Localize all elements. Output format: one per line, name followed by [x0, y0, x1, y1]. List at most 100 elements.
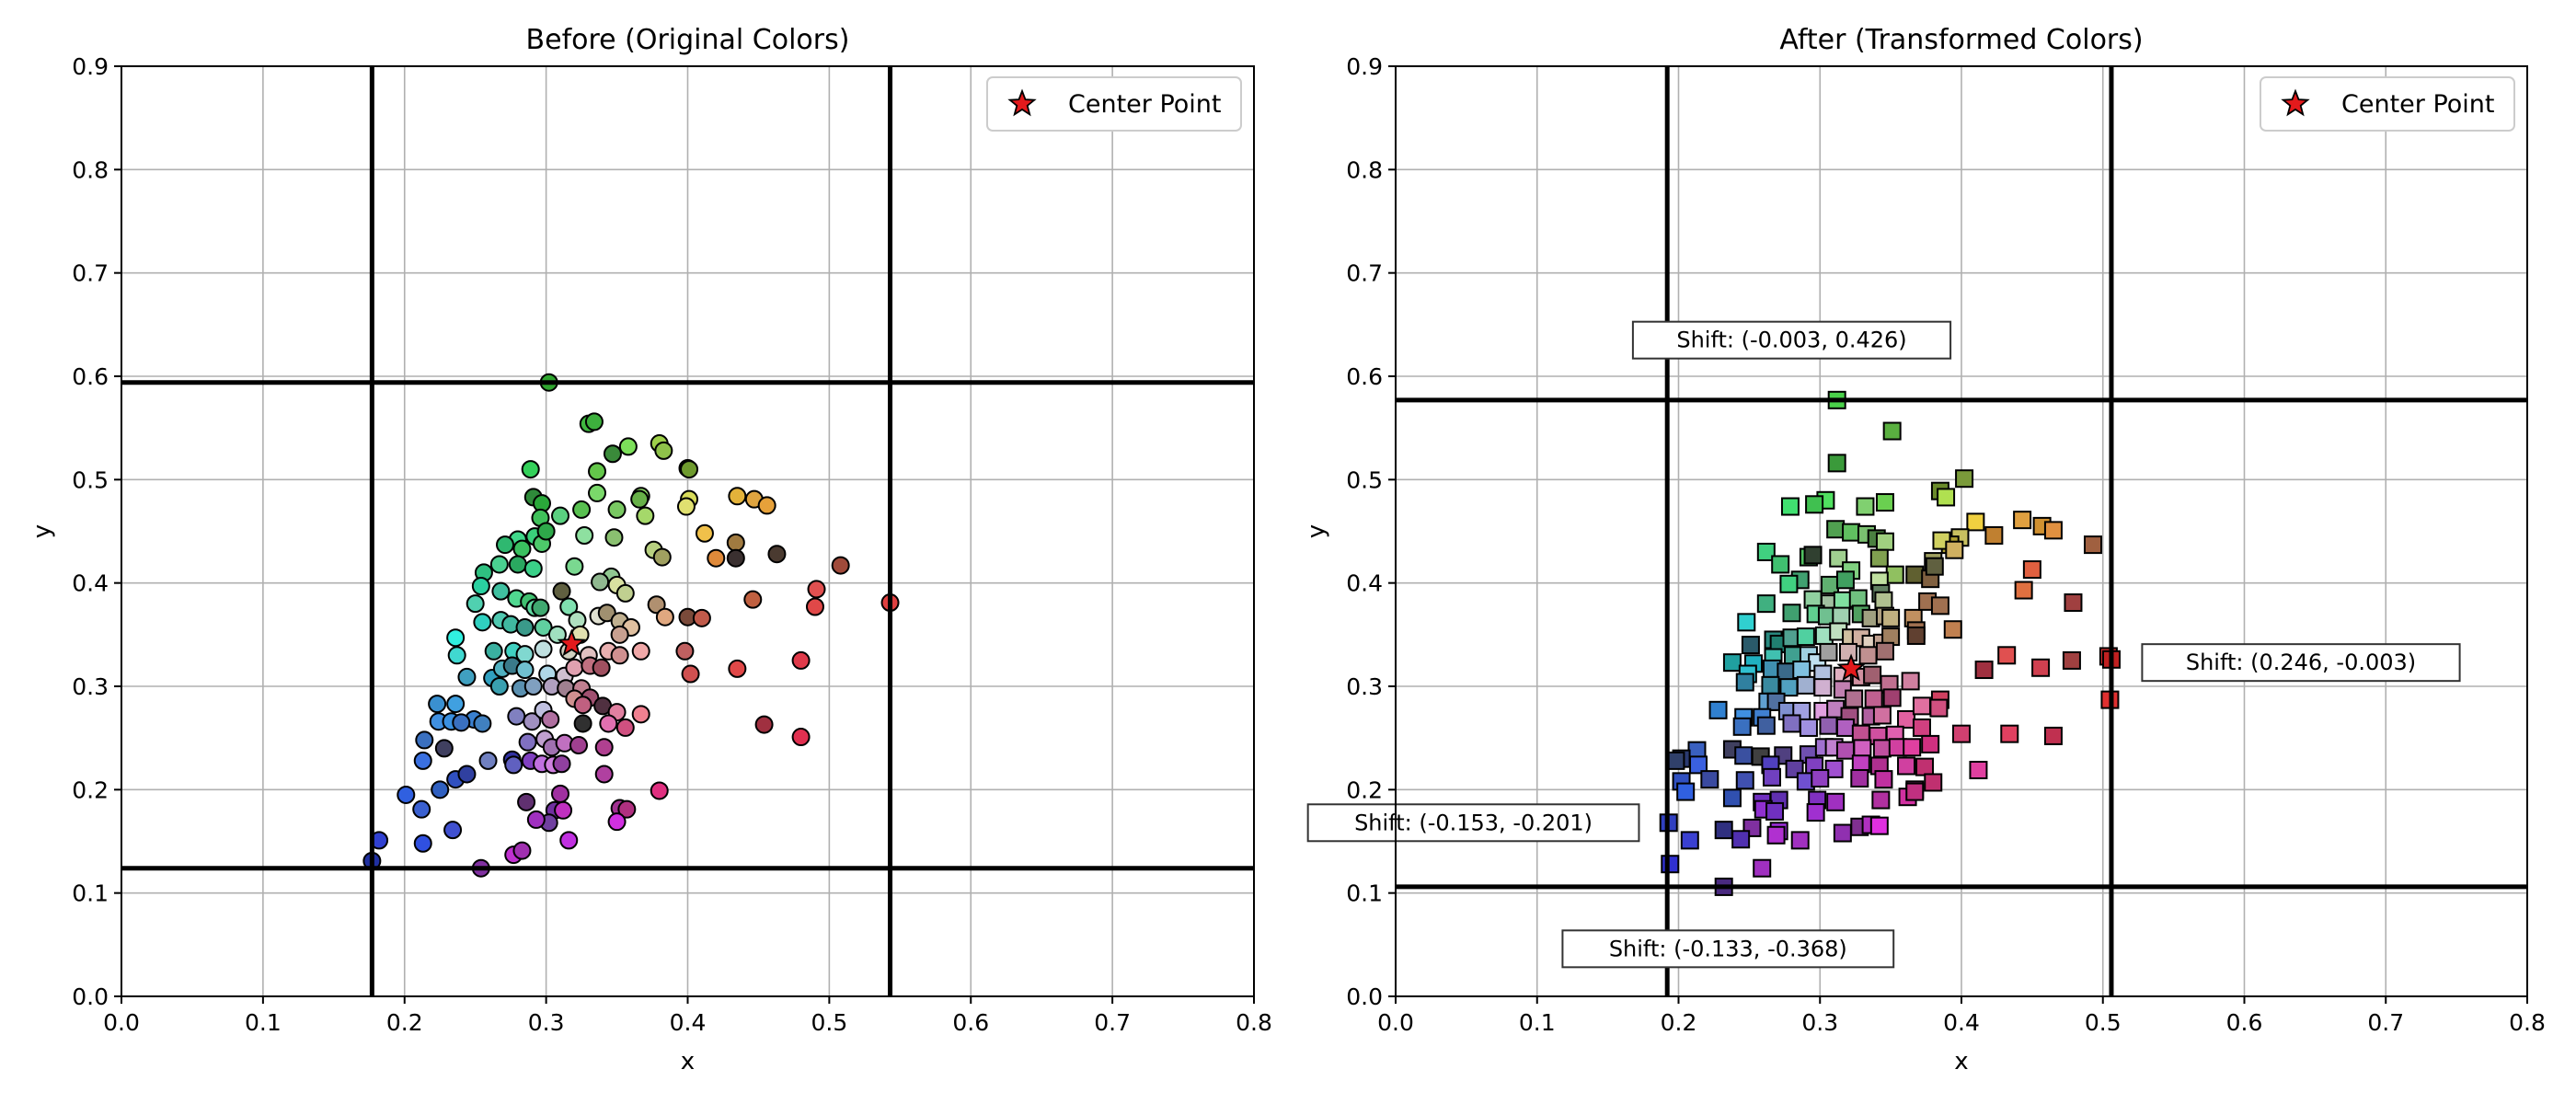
data-point: [466, 594, 485, 614]
data-point: [1903, 738, 1922, 757]
data-point: [1984, 525, 2004, 545]
data-point: [1735, 771, 1754, 790]
data-point: [1835, 570, 1855, 590]
data-point: [1875, 493, 1894, 512]
x-tick-label: 0.2: [386, 1009, 423, 1036]
data-point: [607, 812, 627, 832]
x-tick-label: 0.4: [670, 1009, 707, 1036]
data-point: [523, 558, 543, 578]
data-point: [1969, 760, 1988, 779]
data-point: [531, 598, 550, 617]
data-point: [2083, 535, 2102, 555]
data-point: [1937, 488, 1956, 507]
data-point: [618, 437, 638, 456]
data-point: [1872, 739, 1892, 758]
data-point: [630, 489, 650, 509]
data-point: [1869, 816, 1889, 835]
data-point: [1906, 626, 1926, 645]
shift-annotation: Shift: (-0.133, -0.368): [1609, 936, 1847, 961]
data-point: [754, 715, 774, 734]
data-point: [512, 841, 532, 860]
data-point: [1771, 555, 1790, 574]
data-point: [517, 792, 536, 811]
data-point: [428, 695, 447, 714]
panel-2: Shift: (-0.003, 0.426) Shift: (0.246, -0.…: [1303, 24, 2546, 1075]
data-point: [2014, 581, 2033, 600]
data-point: [413, 834, 432, 853]
data-point: [1943, 620, 1962, 639]
data-point: [552, 581, 571, 601]
data-point: [1901, 672, 1920, 691]
data-point: [1833, 591, 1852, 610]
y-tick-label: 0.1: [72, 880, 109, 907]
data-point: [743, 590, 763, 609]
data-point: [552, 754, 571, 774]
data-point: [1845, 689, 1864, 708]
data-point: [695, 523, 714, 543]
data-point: [559, 597, 579, 616]
data-point: [617, 799, 637, 819]
data-point: [594, 738, 614, 757]
legend-label: Center Point: [1068, 90, 1222, 119]
data-point: [569, 736, 589, 755]
data-point: [650, 781, 669, 800]
data-point: [446, 695, 466, 714]
shift-annotation-box: [1561, 929, 1895, 969]
data-point: [1835, 718, 1855, 737]
shift-annotation: Shift: (0.246, -0.003): [2186, 650, 2416, 675]
data-point: [692, 608, 711, 627]
y-tick-label: 0.2: [1346, 776, 1383, 803]
y-tick-label: 0.2: [72, 776, 109, 803]
data-point: [1915, 757, 1935, 776]
data-point: [1826, 792, 1846, 811]
data-point: [655, 607, 674, 627]
x-tick-label: 0.0: [103, 1009, 140, 1036]
x-tick-label: 0.7: [1094, 1009, 1131, 1036]
data-point: [2062, 650, 2081, 670]
shift-annotation-box: [2141, 643, 2461, 683]
data-point: [791, 728, 811, 747]
shift-annotation-box: [1631, 320, 1952, 360]
data-point: [559, 831, 579, 850]
data-point: [675, 641, 695, 661]
data-point: [1796, 675, 1815, 695]
data-point: [654, 441, 673, 460]
data-point: [1872, 706, 1892, 725]
data-point: [551, 784, 570, 803]
data-point: [636, 506, 655, 525]
data-point: [1929, 698, 1949, 718]
data-point: [1714, 821, 1733, 840]
data-point: [2022, 560, 2041, 580]
data-point: [707, 548, 726, 568]
data-point: [1756, 716, 1776, 735]
data-point: [518, 732, 537, 752]
data-point: [726, 533, 745, 552]
data-point: [1925, 557, 1944, 576]
data-point: [1731, 830, 1751, 849]
x-axis-label: x: [1954, 1048, 1968, 1075]
data-point: [1762, 767, 1781, 787]
y-tick-label: 0.6: [1346, 363, 1383, 390]
data-point: [554, 800, 573, 820]
data-point: [588, 483, 607, 502]
shift-annotation-box: [1306, 803, 1640, 843]
data-point: [1897, 709, 1916, 729]
y-tick-label: 0.7: [72, 260, 109, 287]
x-tick-label: 0.2: [1661, 1009, 1697, 1036]
data-point: [1722, 653, 1742, 673]
data-point: [2013, 511, 2032, 530]
y-tick-label: 0.9: [72, 53, 109, 80]
data-point: [491, 581, 511, 601]
data-point: [2031, 658, 2051, 677]
data-point: [1912, 718, 1931, 737]
data-point: [1799, 718, 1818, 737]
data-point: [1853, 739, 1872, 758]
x-tick-label: 0.3: [1801, 1009, 1838, 1036]
data-point: [831, 556, 850, 575]
data-point: [1756, 594, 1776, 614]
data-point: [1761, 675, 1780, 695]
data-point: [1813, 678, 1833, 697]
data-point: [478, 751, 498, 770]
y-tick-label: 0.5: [1346, 466, 1383, 493]
data-point: [1881, 608, 1901, 627]
